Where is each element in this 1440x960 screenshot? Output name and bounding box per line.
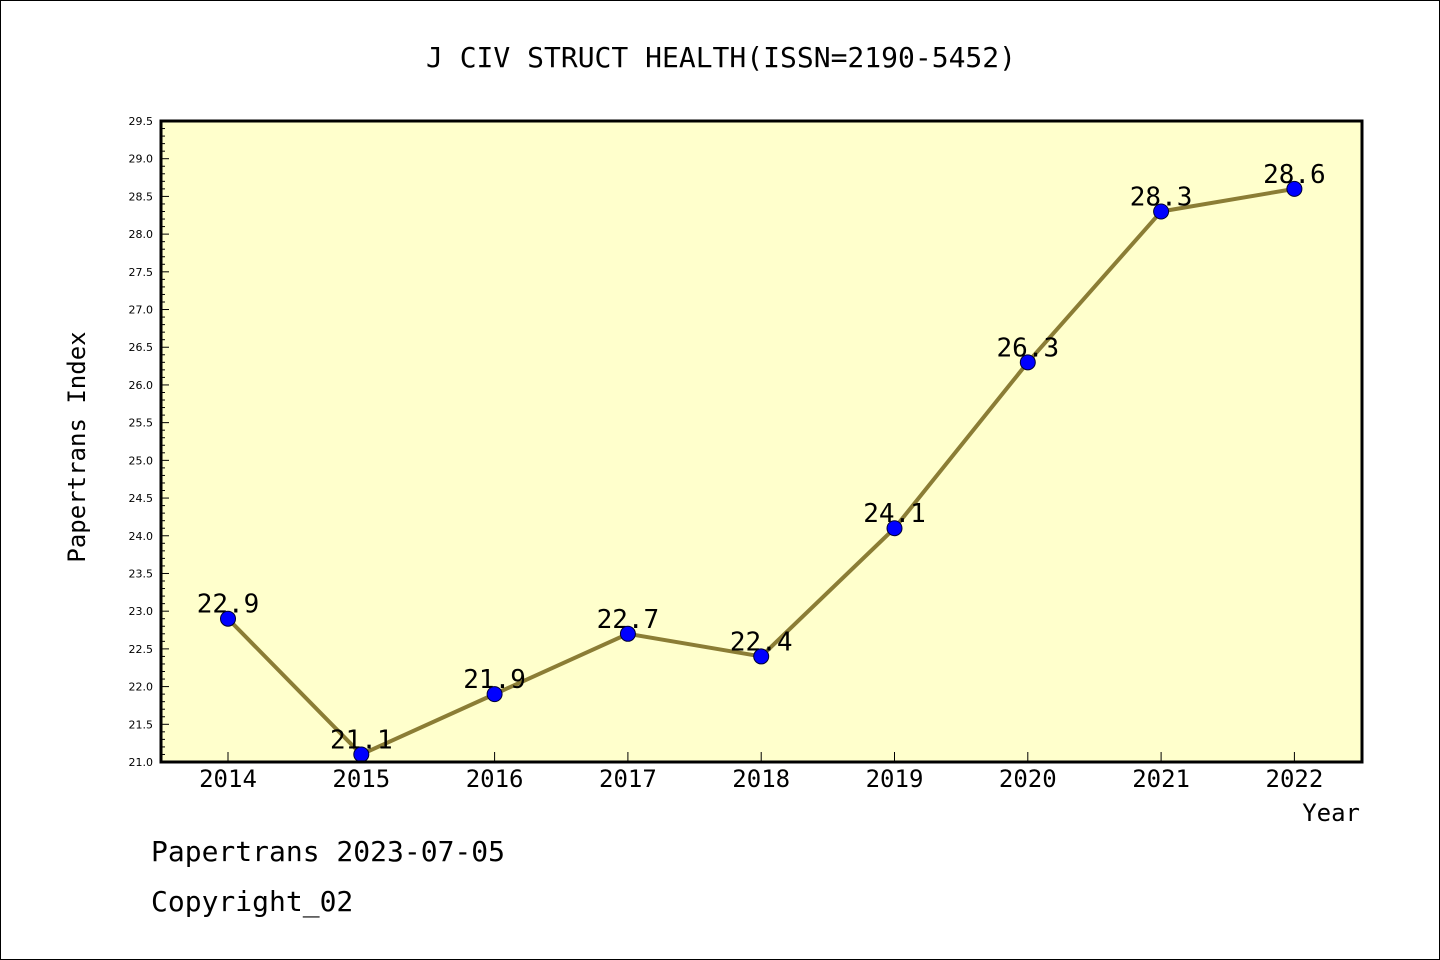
data-point [886,520,903,537]
x-tick-label: 2018 [732,765,790,793]
x-tick-label: 2021 [1132,765,1190,793]
y-axis: 21.0 21.5 22.0 22.5 23.0 23.5 24.0 24.5 25.0 25.5… [129,115,169,769]
y-tick-label: 26.0 [129,379,154,392]
x-tick-label: 2020 [999,765,1057,793]
source-note: Papertrans 2023-07-05 [151,835,506,868]
plot-area [161,121,1362,762]
y-tick-label: 25.0 [129,454,154,467]
y-tick-label: 29.0 [129,153,154,166]
x-tick-label: 2022 [1266,765,1324,793]
y-tick-label: 21.0 [129,756,154,769]
y-tick-label: 24.0 [129,530,154,543]
data-point [353,746,370,763]
y-tick-label: 29.5 [129,115,154,128]
y-tick-label: 22.0 [129,681,154,694]
x-axis-title: Year [1302,799,1360,827]
data-point [486,686,503,703]
data-point [220,610,236,627]
data-point [1286,180,1303,197]
y-tick-label: 27.5 [129,266,154,279]
y-axis-title: Papertrans Index [63,331,91,562]
data-point [1153,203,1170,220]
plot-border [159,119,1364,764]
data-point [619,625,636,642]
data-markers [220,180,1303,763]
x-tick-label: 2017 [599,765,657,793]
copyright-note: Copyright_02 [151,885,354,918]
y-tick-label: 23.5 [129,567,154,580]
y-tick-label: 22.5 [129,643,154,656]
data-point [1019,354,1036,371]
y-tick-label: 25.5 [129,417,154,430]
x-tick-label: 2014 [199,765,257,793]
y-tick-label: 28.5 [129,190,154,203]
y-tick-label: 24.5 [129,492,154,505]
y-tick-label: 26.5 [129,341,154,354]
x-tick-label: 2019 [866,765,924,793]
chart-title: J CIV STRUCT HEALTH(ISSN=2190-5452) [426,41,1016,74]
y-tick-label: 21.5 [129,718,154,731]
data-point [753,648,770,665]
x-axis: 2014 2015 2016 2017 2018 2019 2020 2021 2022 [199,752,1323,793]
x-tick-label: 2016 [466,765,524,793]
y-tick-label: 23.0 [129,605,154,618]
y-tick-label: 28.0 [129,228,154,241]
x-tick-label: 2015 [332,765,390,793]
data-labels: 22.921.121.922.722.424.126.328.328.6 [197,160,1326,756]
y-tick-label: 27.0 [129,304,154,317]
